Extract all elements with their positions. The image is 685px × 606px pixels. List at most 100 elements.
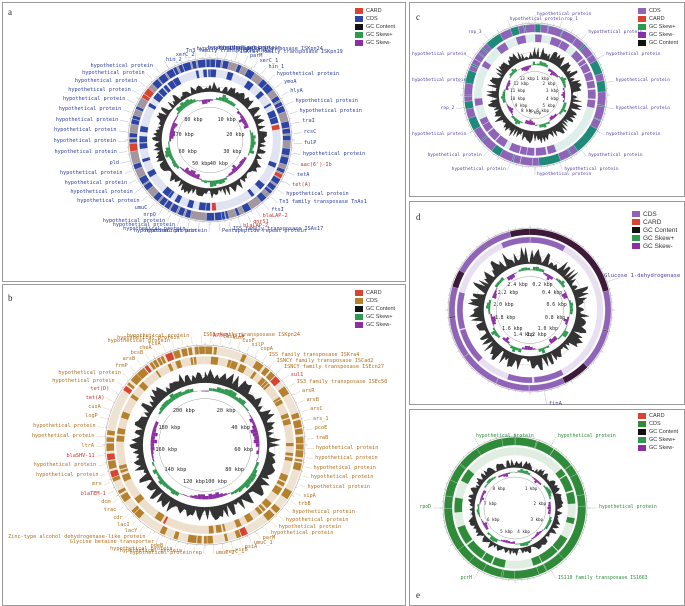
cds-block-a	[276, 166, 286, 174]
gc-skew-bar-a	[241, 158, 246, 163]
tick-mark-b	[139, 367, 141, 369]
cds-block-d	[529, 377, 566, 392]
gene-label: traI	[302, 118, 315, 125]
gc-skew-bar-e	[519, 543, 524, 547]
tick-mark-d	[476, 245, 478, 248]
gene-label: tetA	[296, 171, 310, 178]
legend-item: CDS	[638, 7, 678, 15]
cds-block-b	[106, 452, 116, 461]
cds-block-c	[481, 60, 492, 71]
gc-skew-bar-d	[561, 292, 567, 297]
gc-skew-bar-c	[543, 123, 547, 128]
gc-skew-bar-e	[510, 541, 513, 544]
legend-label: CARD	[649, 413, 665, 419]
gc-skew-bar-a	[178, 105, 184, 111]
leader-line-b	[116, 381, 123, 386]
tick-mark-b	[298, 479, 301, 480]
gc-skew-bar-d	[493, 292, 498, 297]
gc-skew-bar-e	[509, 471, 513, 473]
gc-skew-bar-c	[547, 68, 551, 72]
cds-block-b	[269, 375, 281, 387]
tick-mark-a	[237, 216, 239, 219]
legend-label: GC Content	[649, 40, 679, 46]
tick-mark-a	[174, 214, 176, 216]
gc-skew-bar-d	[569, 314, 570, 317]
leader-line-b	[124, 513, 130, 519]
tick-mark-d	[481, 241, 484, 243]
leader-line-b	[96, 455, 104, 457]
tick-mark-e	[449, 543, 453, 546]
tick-mark-c	[474, 52, 477, 54]
leader-line-a	[244, 56, 249, 64]
gene-label: hypothetical protein	[599, 504, 657, 510]
tick-mark-b	[121, 502, 124, 504]
legend-e: CARD CDS GC Content GC Skew+ GC Skew-	[638, 412, 678, 452]
gc-skew-bar-c	[537, 63, 540, 66]
gc-skew-bar-c	[524, 119, 528, 124]
gc-skew-bar-c	[509, 75, 512, 79]
gc-skew-bar-d	[532, 348, 536, 350]
tick-mark-c	[465, 69, 468, 71]
gc-skew-bar-e	[482, 490, 487, 494]
gc-skew-bar-b	[150, 435, 156, 440]
tick-mark-a	[131, 167, 134, 169]
gc-skew-bar-c	[518, 68, 521, 70]
cds-block-b	[148, 361, 157, 371]
gc-skew-bar-c	[561, 93, 565, 97]
gene-label: arsC	[310, 405, 323, 412]
gc-skew-bar-e	[497, 539, 501, 542]
gc-skew-bar-b	[151, 461, 155, 467]
tick-mark-d	[494, 234, 496, 236]
gc-skew-bar-a	[238, 112, 243, 117]
tick-mark-d	[606, 281, 609, 283]
gc-skew-bar-e	[484, 485, 487, 488]
gc-skew-bar-b	[222, 492, 228, 497]
leader-line-a	[198, 223, 200, 232]
tick-mark-e	[582, 482, 585, 484]
kbp-tick-label: 4 kbp	[517, 528, 530, 534]
cds-block-a	[158, 196, 169, 207]
gc-skew-bar-a	[228, 172, 232, 177]
tick-mark-d	[582, 372, 584, 375]
leader-line-a	[128, 179, 137, 184]
gc-skew-bar-e	[480, 516, 481, 520]
cds-block-b	[262, 382, 271, 391]
gc-skew-bar-d	[490, 314, 493, 317]
cds-block-e	[481, 552, 495, 565]
tick-mark-a	[167, 210, 170, 214]
gc-skew-bar-a	[250, 138, 255, 142]
tick-mark-e	[483, 573, 485, 575]
gc-skew-bar-b	[169, 393, 177, 401]
gene-label: hypothetical protein	[33, 462, 97, 469]
gc-skew-bar-a	[179, 166, 183, 170]
cds-block-e	[534, 440, 555, 456]
gc-skew-bar-c	[556, 113, 559, 116]
cds-block-c	[577, 58, 587, 68]
gc-skew-bar-e	[502, 539, 506, 543]
leader-line-b	[97, 426, 105, 428]
gc-skew-bar-d	[492, 321, 497, 325]
gene-label: pld	[109, 159, 120, 166]
leader-line-b	[183, 545, 186, 553]
legend-item: GC Skew-	[355, 321, 395, 329]
gc-skew-bar-c	[537, 124, 540, 126]
gc-skew-bar-e	[527, 472, 531, 476]
tick-mark-d	[576, 377, 579, 379]
cds-block-b	[117, 486, 127, 495]
cds-block-a	[254, 90, 265, 100]
cds-block-c	[546, 144, 557, 155]
gc-skew-bar-d	[527, 346, 530, 350]
cds-block-e	[457, 524, 473, 545]
gc-skew-bar-e	[489, 533, 492, 537]
cds-block-a	[244, 68, 256, 80]
leader-line-c	[607, 107, 614, 110]
gc-skew-bar-e	[491, 536, 497, 542]
cds-block-b	[122, 385, 133, 395]
leader-line-c	[456, 80, 463, 83]
legend-a: CARD CDS GC Content GC Skew+ GC Skew-	[355, 7, 395, 47]
legend-label: GC Content	[366, 24, 396, 30]
cds-block-b	[144, 364, 153, 374]
leader-line-b	[283, 375, 289, 380]
gene-label: sul1	[290, 371, 304, 378]
gc-skew-bar-e	[477, 511, 480, 515]
